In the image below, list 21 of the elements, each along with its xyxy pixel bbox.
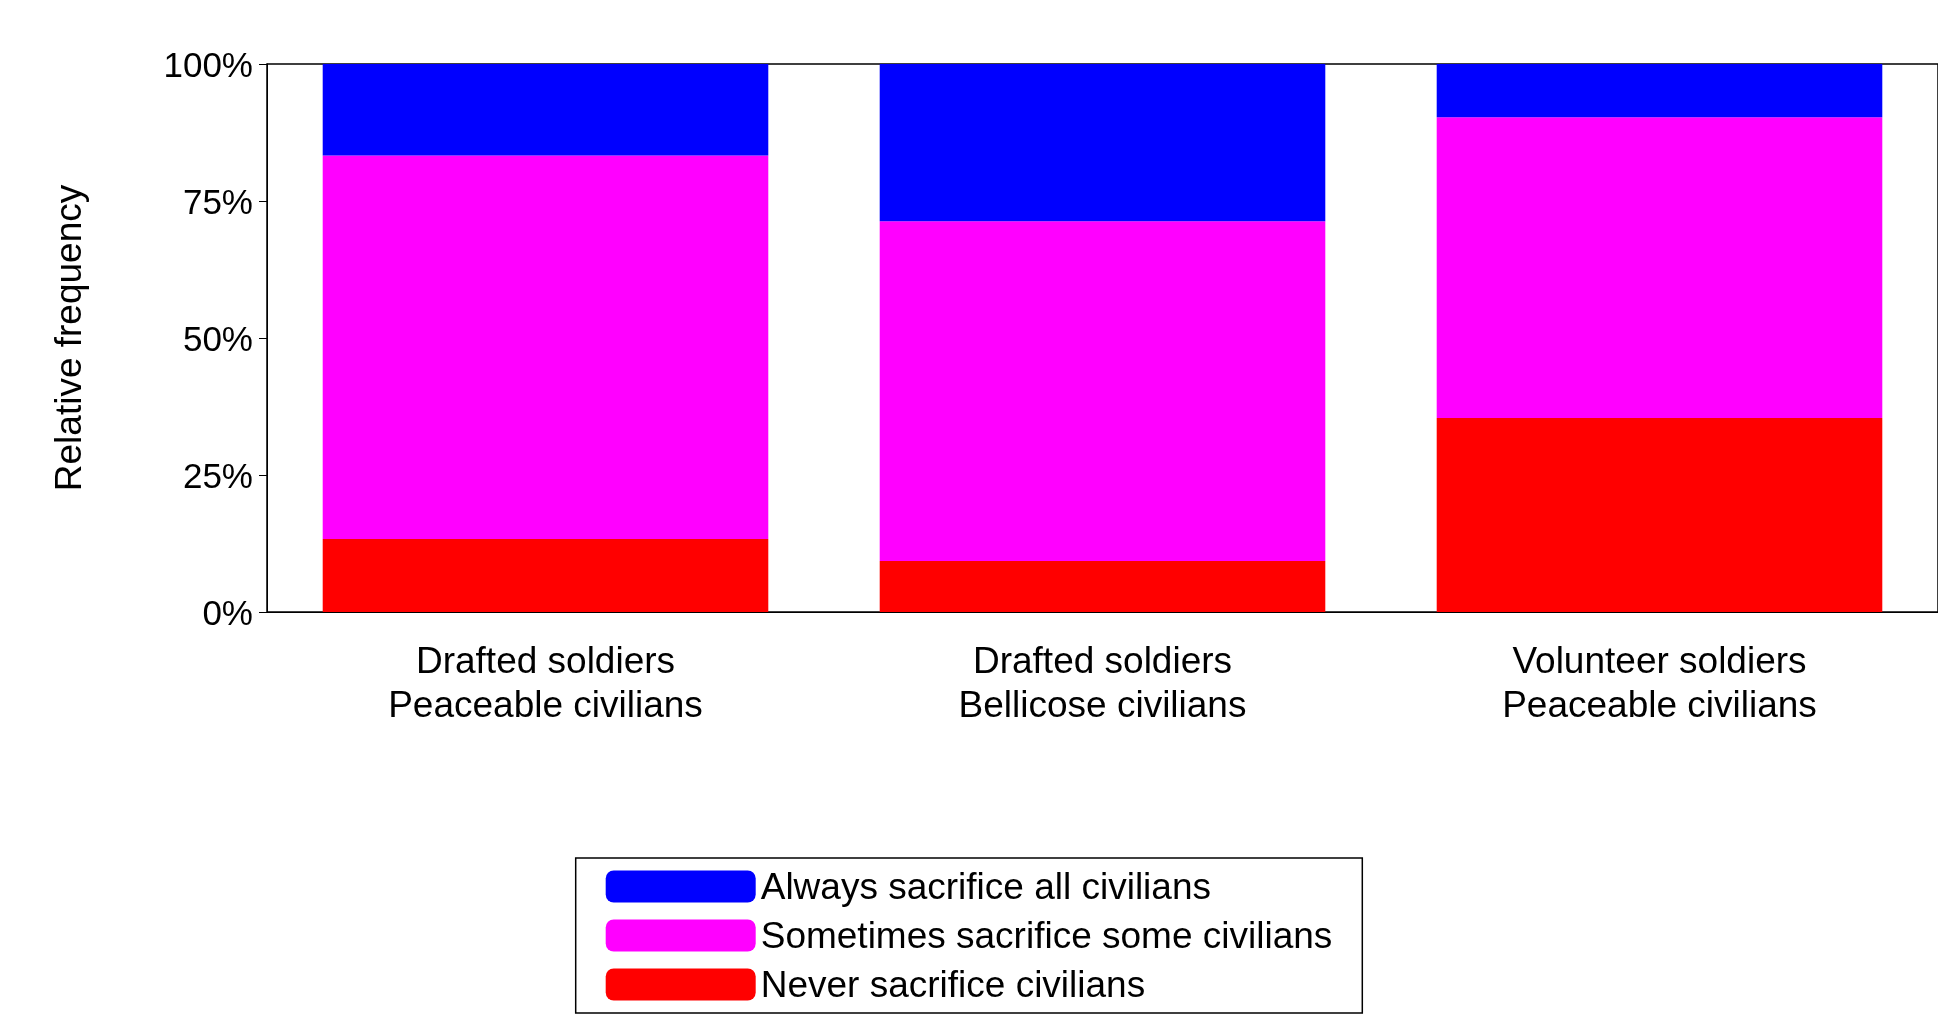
y-tick-label: 50% bbox=[182, 318, 253, 358]
bar bbox=[879, 221, 1326, 562]
bar bbox=[1436, 418, 1883, 612]
legend-label: Sometimes sacrifice some civilians bbox=[760, 915, 1333, 956]
legend-label: Never sacrifice civilians bbox=[760, 964, 1146, 1005]
y-tick-label: 100% bbox=[163, 44, 253, 84]
bar bbox=[1436, 117, 1883, 419]
x-tick-label: Volunteer soldiers Peaceable civilians bbox=[1502, 639, 1817, 725]
y-axis-title: Relative frequency bbox=[48, 184, 89, 492]
y-tick-label: 0% bbox=[202, 592, 253, 632]
bar bbox=[322, 155, 769, 540]
bar bbox=[1436, 64, 1883, 118]
x-tick-label: Drafted soldiers Bellicose civilians bbox=[958, 639, 1247, 725]
bar bbox=[879, 561, 1326, 612]
legend-label: Always sacrifice all civilians bbox=[760, 866, 1211, 907]
bar bbox=[879, 64, 1326, 222]
x-tick-label: Drafted soldiers Peaceable civilians bbox=[388, 639, 703, 725]
bar bbox=[322, 64, 769, 156]
y-tick-label: 75% bbox=[182, 181, 253, 221]
y-tick-label: 25% bbox=[182, 455, 253, 495]
bar bbox=[322, 539, 769, 612]
